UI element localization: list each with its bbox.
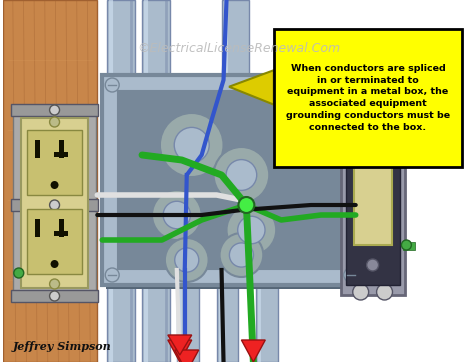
FancyBboxPatch shape (354, 125, 392, 245)
Circle shape (377, 74, 392, 90)
FancyBboxPatch shape (27, 209, 82, 274)
Circle shape (165, 238, 209, 282)
FancyBboxPatch shape (11, 199, 98, 211)
Circle shape (229, 243, 254, 267)
Circle shape (174, 127, 209, 163)
Circle shape (353, 74, 369, 90)
Circle shape (238, 197, 255, 213)
Circle shape (175, 248, 199, 272)
Text: ©ElectricalLicenseRenewal.Com: ©ElectricalLicenseRenewal.Com (137, 42, 340, 55)
FancyBboxPatch shape (142, 0, 170, 362)
Polygon shape (229, 70, 274, 105)
FancyBboxPatch shape (54, 231, 68, 236)
FancyBboxPatch shape (403, 242, 415, 250)
FancyBboxPatch shape (3, 0, 97, 362)
Circle shape (237, 216, 265, 244)
FancyBboxPatch shape (21, 118, 88, 288)
Circle shape (105, 78, 119, 92)
Circle shape (50, 291, 60, 301)
FancyBboxPatch shape (54, 152, 68, 157)
Polygon shape (175, 350, 199, 362)
FancyBboxPatch shape (58, 219, 64, 237)
Text: When conductors are spliced
in or terminated to
equipment in a metal box, the
as: When conductors are spliced in or termin… (286, 64, 450, 132)
Circle shape (51, 260, 58, 268)
FancyBboxPatch shape (102, 75, 361, 285)
Circle shape (226, 160, 257, 190)
FancyBboxPatch shape (274, 29, 462, 167)
FancyBboxPatch shape (346, 85, 401, 285)
Circle shape (50, 279, 60, 289)
Text: Jeffrey Simpson: Jeffrey Simpson (13, 341, 112, 353)
Circle shape (344, 268, 358, 282)
FancyBboxPatch shape (27, 130, 82, 195)
Circle shape (50, 200, 60, 210)
FancyBboxPatch shape (106, 79, 365, 289)
Circle shape (105, 268, 119, 282)
Circle shape (50, 105, 60, 115)
FancyBboxPatch shape (11, 104, 98, 116)
Circle shape (367, 99, 379, 111)
Circle shape (367, 259, 379, 271)
FancyBboxPatch shape (256, 270, 278, 362)
FancyBboxPatch shape (341, 75, 405, 295)
Circle shape (227, 205, 276, 255)
Circle shape (14, 268, 24, 278)
FancyBboxPatch shape (107, 0, 135, 362)
FancyBboxPatch shape (177, 270, 199, 362)
Circle shape (214, 147, 269, 203)
Circle shape (152, 190, 201, 240)
FancyBboxPatch shape (13, 110, 96, 296)
FancyBboxPatch shape (221, 0, 249, 105)
Circle shape (51, 181, 58, 189)
FancyBboxPatch shape (35, 140, 40, 158)
FancyBboxPatch shape (217, 270, 238, 362)
Circle shape (344, 78, 358, 92)
FancyBboxPatch shape (118, 91, 345, 269)
Circle shape (377, 284, 392, 300)
Polygon shape (168, 335, 191, 355)
Circle shape (163, 201, 191, 229)
Circle shape (401, 240, 411, 250)
Polygon shape (241, 340, 265, 362)
FancyBboxPatch shape (11, 290, 98, 302)
FancyBboxPatch shape (58, 140, 64, 158)
Circle shape (160, 113, 224, 177)
Polygon shape (168, 340, 191, 362)
FancyBboxPatch shape (35, 219, 40, 237)
Circle shape (353, 284, 369, 300)
FancyBboxPatch shape (3, 0, 474, 362)
Circle shape (219, 233, 263, 277)
Circle shape (50, 117, 60, 127)
